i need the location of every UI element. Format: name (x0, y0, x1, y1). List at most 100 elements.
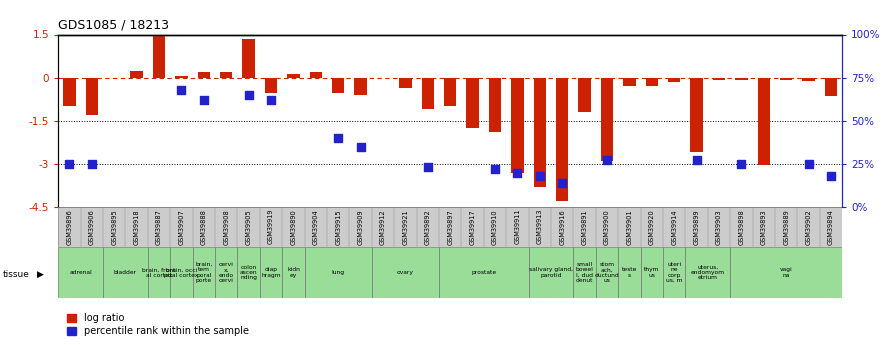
Bar (58, 247, 103, 298)
Bar (663, 247, 685, 298)
Bar (260, 247, 282, 298)
Point (63, 161, 77, 167)
Bar (170, 247, 193, 298)
Text: GSM39888: GSM39888 (201, 209, 207, 245)
Text: diap
hragm: diap hragm (262, 267, 280, 278)
Bar (422, 78, 434, 109)
Text: GSM39894: GSM39894 (828, 209, 834, 245)
Point (599, 158, 614, 163)
Text: tissue: tissue (3, 270, 30, 279)
Text: teste
s: teste s (622, 267, 637, 278)
Text: thym
us: thym us (644, 267, 659, 278)
Bar (131, 71, 142, 78)
Bar (86, 78, 98, 115)
Bar (372, 247, 439, 298)
Point (487, 166, 502, 172)
Bar (444, 78, 456, 106)
Text: lung: lung (332, 270, 345, 275)
Bar (758, 78, 770, 165)
Text: bladder: bladder (114, 270, 137, 275)
Text: GSM39902: GSM39902 (806, 209, 812, 245)
Text: GSM39910: GSM39910 (492, 209, 498, 245)
Text: prostate: prostate (471, 270, 496, 275)
Bar (243, 39, 254, 78)
Point (331, 135, 345, 141)
Bar (512, 78, 523, 172)
Bar (646, 78, 658, 86)
Bar (556, 78, 568, 201)
Bar (148, 247, 170, 298)
Text: GSM39890: GSM39890 (290, 209, 297, 245)
Text: GSM39909: GSM39909 (358, 209, 364, 245)
Text: vagi
na: vagi na (780, 267, 793, 278)
Bar (730, 247, 842, 298)
Point (823, 173, 838, 179)
Text: stom
ach,
ductund
us: stom ach, ductund us (595, 262, 619, 283)
Text: salivary gland,
parotid: salivary gland, parotid (529, 267, 573, 278)
Text: GSM39895: GSM39895 (111, 209, 117, 245)
Point (196, 97, 211, 103)
Bar (596, 247, 618, 298)
Text: uterus,
endomyom
etrium: uterus, endomyom etrium (691, 265, 725, 280)
Text: ovary: ovary (397, 270, 414, 275)
Text: GSM39899: GSM39899 (694, 209, 700, 245)
Bar (467, 78, 478, 128)
Bar (618, 247, 641, 298)
Legend: log ratio, percentile rank within the sample: log ratio, percentile rank within the sa… (63, 309, 253, 340)
Text: GSM39891: GSM39891 (582, 209, 588, 245)
Bar (400, 78, 411, 88)
Point (353, 144, 367, 149)
Text: GSM39889: GSM39889 (783, 209, 789, 245)
Text: GSM39921: GSM39921 (402, 209, 409, 245)
Text: colon
ascen
nding: colon ascen nding (240, 265, 257, 280)
Bar (220, 72, 232, 78)
Bar (193, 247, 215, 298)
Bar (691, 78, 702, 152)
Text: GSM39907: GSM39907 (178, 209, 185, 245)
Point (174, 87, 188, 92)
Point (420, 165, 435, 170)
Text: brain, front
al cortex: brain, front al cortex (142, 267, 176, 278)
Point (801, 161, 815, 167)
Bar (713, 78, 725, 80)
Bar (825, 78, 837, 96)
Text: adrenal: adrenal (69, 270, 92, 275)
Bar (780, 78, 792, 80)
Text: GSM39901: GSM39901 (626, 209, 633, 245)
Text: uteri
ne
corp
us, m: uteri ne corp us, m (666, 262, 683, 283)
Bar (198, 72, 210, 78)
Text: GSM39897: GSM39897 (447, 209, 453, 245)
Text: GSM39915: GSM39915 (335, 209, 341, 245)
Bar (668, 78, 680, 82)
Text: GSM39917: GSM39917 (470, 209, 476, 245)
Text: GSM39898: GSM39898 (738, 209, 745, 245)
Text: GSM39911: GSM39911 (514, 209, 521, 245)
Bar (355, 78, 366, 95)
Bar (215, 247, 237, 298)
Point (690, 158, 704, 163)
Bar (288, 74, 299, 78)
Bar (534, 78, 546, 187)
Text: small
bowel
l, dud
denut: small bowel l, dud denut (576, 262, 593, 283)
Bar (641, 247, 663, 298)
Bar (573, 247, 596, 298)
Bar (624, 78, 635, 86)
Text: GSM39908: GSM39908 (223, 209, 229, 245)
Point (241, 92, 256, 98)
Bar (176, 76, 187, 78)
Text: GSM39900: GSM39900 (604, 209, 610, 245)
Text: GSM39903: GSM39903 (716, 209, 722, 245)
Text: ▶: ▶ (37, 270, 44, 279)
Bar (601, 78, 613, 161)
Bar (332, 78, 344, 93)
Text: GSM39893: GSM39893 (761, 209, 767, 245)
Bar (305, 247, 372, 298)
Text: cervi
x,
endo
cervi: cervi x, endo cervi (219, 262, 234, 283)
Point (263, 97, 278, 103)
Point (532, 173, 547, 179)
Text: GSM39920: GSM39920 (649, 209, 655, 245)
Bar (153, 34, 165, 78)
Text: GDS1085 / 18213: GDS1085 / 18213 (58, 18, 169, 31)
Point (84, 161, 99, 167)
Text: GSM39892: GSM39892 (425, 209, 431, 245)
